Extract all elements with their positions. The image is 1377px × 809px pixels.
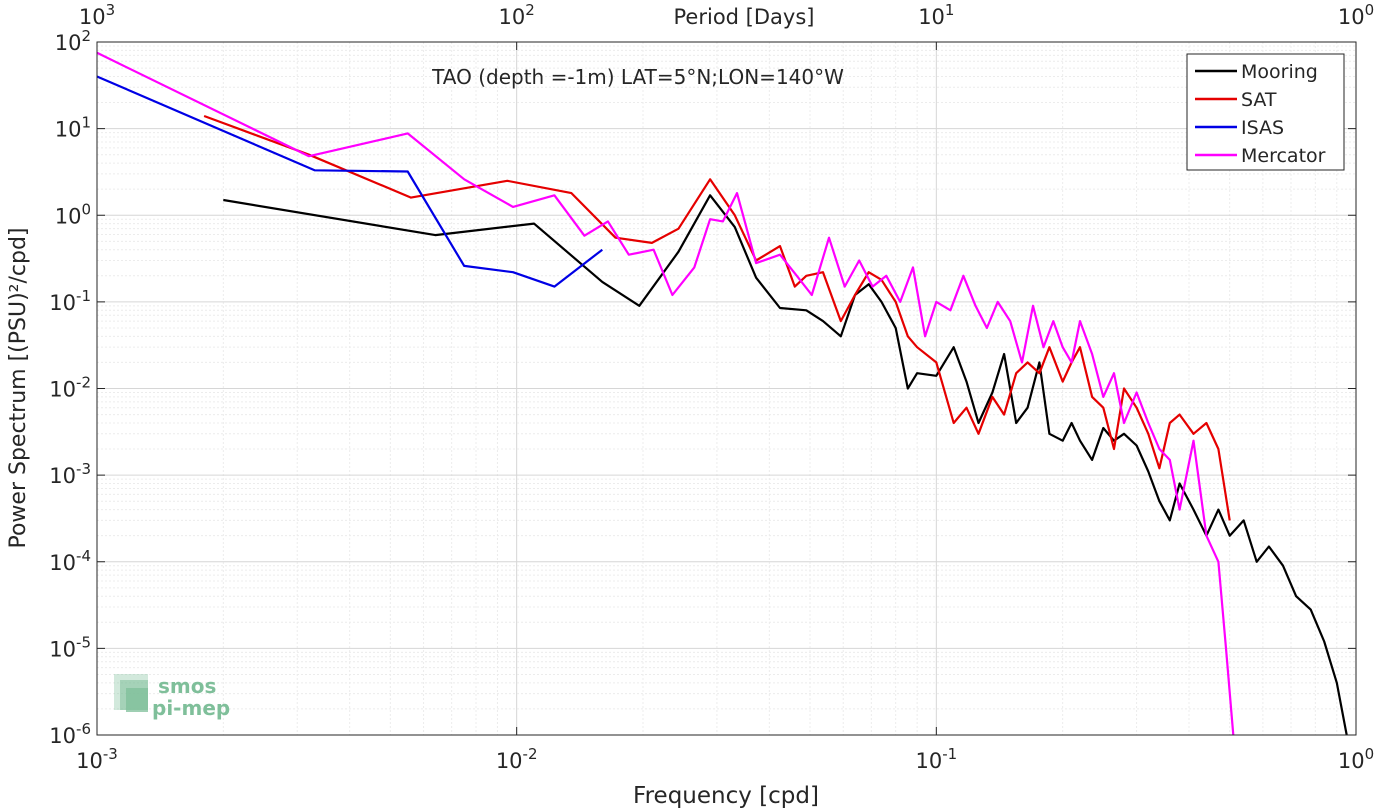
legend-label-isas: ISAS	[1241, 117, 1284, 139]
x-tick-label: 100	[1338, 745, 1374, 773]
legend-box	[1186, 53, 1345, 171]
x-tick-label: 10-2	[496, 745, 538, 773]
top-tick-label: 103	[79, 1, 115, 29]
chart-title: TAO (depth =-1m) LAT=5°N;LON=140°W	[431, 65, 844, 89]
y-tick-label: 10-5	[49, 633, 91, 661]
y-tick-label: 10-2	[49, 374, 91, 402]
y-tick-label: 101	[55, 114, 91, 142]
y-tick-label: 100	[55, 200, 91, 228]
series-line-sat	[203, 114, 1231, 521]
y-axis-label: Power Spectrum [(PSU)²/cpd]	[6, 227, 31, 548]
y-tick-label: 10-4	[49, 547, 91, 575]
x-tick-label: 10-1	[915, 745, 957, 773]
top-tick-label: 101	[918, 1, 954, 29]
y-tick-label: 10-1	[49, 287, 91, 315]
series-layer	[96, 51, 1348, 736]
legend-label-mercator: Mercator	[1241, 145, 1326, 167]
top-tick-label: 100	[1338, 1, 1374, 29]
logo-text-smos: smos	[158, 674, 216, 698]
legend-label-sat: SAT	[1241, 89, 1277, 111]
series-line-mooring	[223, 194, 1348, 736]
smos-pi-mep-logo: smos pi-mep	[114, 674, 230, 720]
top-axis-label: Period [Days]	[674, 5, 815, 29]
logo-text-pi-mep: pi-mep	[152, 696, 230, 720]
x-axis-label: Frequency [cpd]	[633, 783, 819, 809]
y-tick-label: 10-6	[49, 720, 91, 748]
y-tick-label: 10-3	[49, 460, 91, 488]
series-line-mercator	[96, 51, 1235, 736]
legend-label-mooring: Mooring	[1241, 61, 1318, 83]
grid	[96, 42, 1356, 736]
series-line-isas	[96, 75, 603, 288]
x-tick-label: 10-3	[76, 745, 118, 773]
top-tick-label: 102	[499, 1, 535, 29]
y-tick-label: 102	[55, 27, 91, 55]
legend: Mooring SAT ISAS Mercator	[1186, 53, 1345, 171]
ticks	[96, 41, 1357, 736]
